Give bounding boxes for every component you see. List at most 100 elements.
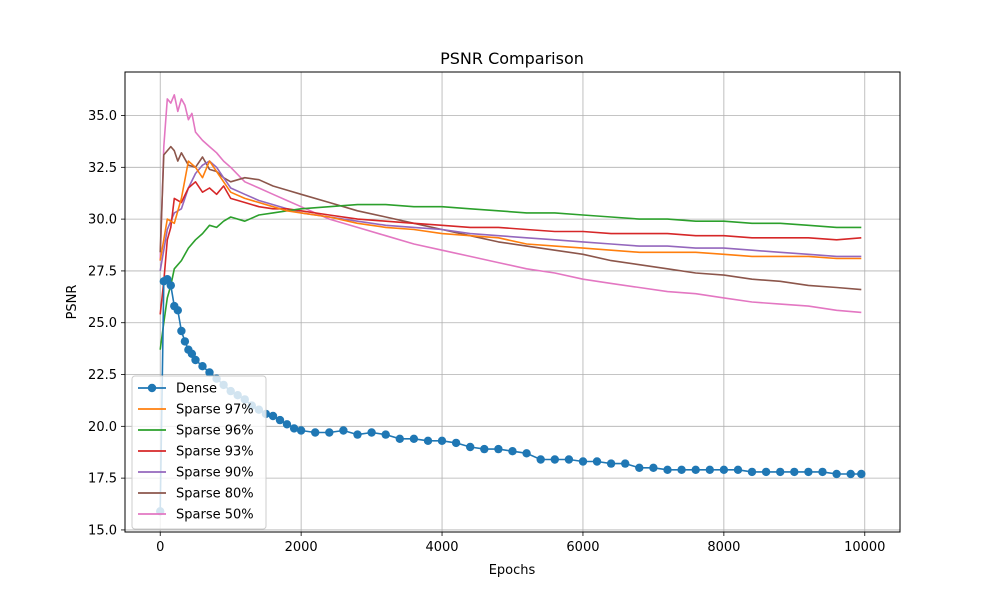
legend-label: Sparse 97% bbox=[176, 403, 254, 418]
axis-ticks: 0 2000 4000 6000 8000 10000 15.0 17.5 20.0 22.5 25… bbox=[88, 109, 885, 555]
data-point bbox=[635, 463, 644, 472]
data-point bbox=[180, 337, 190, 346]
data-point bbox=[747, 467, 757, 477]
data-point bbox=[173, 306, 182, 315]
data-point bbox=[719, 465, 729, 474]
data-point bbox=[550, 455, 559, 464]
legend-entry-sparse-96: Sparse 96% bbox=[138, 424, 254, 439]
data-point bbox=[776, 467, 785, 477]
series-line-sparse-50 bbox=[159, 94, 862, 314]
data-point bbox=[846, 469, 855, 479]
legend-box bbox=[131, 375, 267, 530]
x-tick-label: 2000 bbox=[285, 540, 318, 555]
series-sparse-80 bbox=[159, 145, 862, 291]
data-point bbox=[166, 281, 175, 290]
legend-entry-sparse-93: Sparse 93% bbox=[138, 445, 254, 460]
data-point bbox=[818, 467, 827, 477]
series-sparse-97 bbox=[159, 160, 862, 261]
data-point bbox=[367, 428, 376, 437]
x-tick-label: 6000 bbox=[566, 540, 599, 555]
series-line-sparse-80 bbox=[159, 145, 862, 291]
series-sparse-93 bbox=[159, 181, 862, 315]
y-tick-label: 30.0 bbox=[88, 213, 117, 228]
x-tick-label: 10000 bbox=[844, 540, 885, 555]
y-tick-label: 25.0 bbox=[88, 316, 117, 331]
series-sparse-96 bbox=[159, 203, 862, 350]
data-point bbox=[677, 465, 686, 474]
data-point bbox=[832, 469, 841, 479]
series-line-sparse-93 bbox=[159, 181, 862, 315]
series-dense bbox=[156, 275, 866, 516]
data-point bbox=[663, 465, 672, 474]
legend-entry-sparse-90: Sparse 90% bbox=[138, 466, 254, 481]
data-point bbox=[564, 455, 574, 464]
data-point bbox=[381, 430, 390, 439]
data-point bbox=[451, 438, 461, 448]
data-point bbox=[296, 426, 306, 435]
data-point bbox=[480, 444, 489, 454]
x-axis-label: Epochs bbox=[489, 563, 536, 578]
y-axis-label: PSNR bbox=[65, 285, 80, 320]
series-line-sparse-96 bbox=[159, 203, 862, 350]
data-point bbox=[649, 463, 658, 472]
legend: Dense Sparse 97% Sparse 96% Sparse 93% Spars… bbox=[131, 375, 267, 530]
legend-label: Sparse 96% bbox=[176, 424, 254, 439]
axes-frame bbox=[124, 71, 901, 533]
legend-label: Sparse 93% bbox=[176, 445, 254, 460]
data-point bbox=[423, 436, 433, 445]
data-point bbox=[606, 459, 616, 468]
series-line-sparse-97 bbox=[159, 160, 862, 261]
y-tick-label: 17.5 bbox=[88, 472, 117, 487]
data-point bbox=[536, 455, 545, 464]
plot-area bbox=[156, 94, 866, 516]
data-point bbox=[353, 430, 362, 439]
legend-entry-sparse-80: Sparse 80% bbox=[138, 487, 254, 502]
y-tick-label: 32.5 bbox=[88, 161, 117, 176]
series-sparse-50 bbox=[159, 94, 862, 314]
data-point bbox=[395, 434, 404, 443]
legend-label: Sparse 50% bbox=[176, 508, 254, 523]
data-point bbox=[325, 428, 334, 437]
legend-entry-sparse-97: Sparse 97% bbox=[138, 403, 254, 418]
data-point bbox=[761, 467, 771, 477]
chart-title: PSNR Comparison bbox=[440, 49, 584, 68]
data-point bbox=[198, 362, 207, 371]
legend-entry-dense: Dense bbox=[138, 382, 217, 397]
data-point bbox=[691, 465, 700, 474]
data-point bbox=[804, 467, 813, 477]
data-point bbox=[268, 411, 278, 421]
x-tick-label: 4000 bbox=[425, 540, 458, 555]
data-point bbox=[857, 469, 866, 479]
legend-label: Dense bbox=[176, 382, 217, 397]
data-point bbox=[508, 447, 517, 456]
data-point bbox=[522, 449, 531, 458]
data-point bbox=[592, 457, 602, 466]
data-point bbox=[282, 420, 292, 429]
legend-label: Sparse 80% bbox=[176, 487, 254, 502]
data-point bbox=[205, 368, 214, 377]
data-point bbox=[466, 442, 475, 452]
data-point bbox=[191, 355, 200, 365]
series-sparse-90 bbox=[159, 160, 862, 272]
legend-entry-sparse-50: Sparse 50% bbox=[138, 508, 254, 523]
data-point bbox=[578, 457, 588, 466]
y-tick-label: 20.0 bbox=[88, 420, 117, 435]
data-point bbox=[790, 467, 799, 477]
data-point bbox=[187, 349, 197, 358]
data-point bbox=[163, 275, 172, 284]
y-tick-label: 35.0 bbox=[88, 109, 117, 124]
x-tick-label: 8000 bbox=[707, 540, 740, 555]
x-tick-label: 0 bbox=[156, 540, 164, 555]
data-point bbox=[311, 428, 320, 437]
data-point bbox=[705, 465, 714, 474]
data-point bbox=[437, 436, 447, 445]
data-point bbox=[177, 326, 186, 336]
y-tick-label: 15.0 bbox=[88, 523, 117, 538]
y-tick-label: 22.5 bbox=[88, 368, 117, 383]
legend-marker bbox=[147, 383, 157, 393]
data-point bbox=[275, 415, 285, 425]
data-point bbox=[621, 459, 630, 468]
data-point bbox=[409, 434, 419, 443]
series-line-sparse-90 bbox=[159, 160, 862, 272]
